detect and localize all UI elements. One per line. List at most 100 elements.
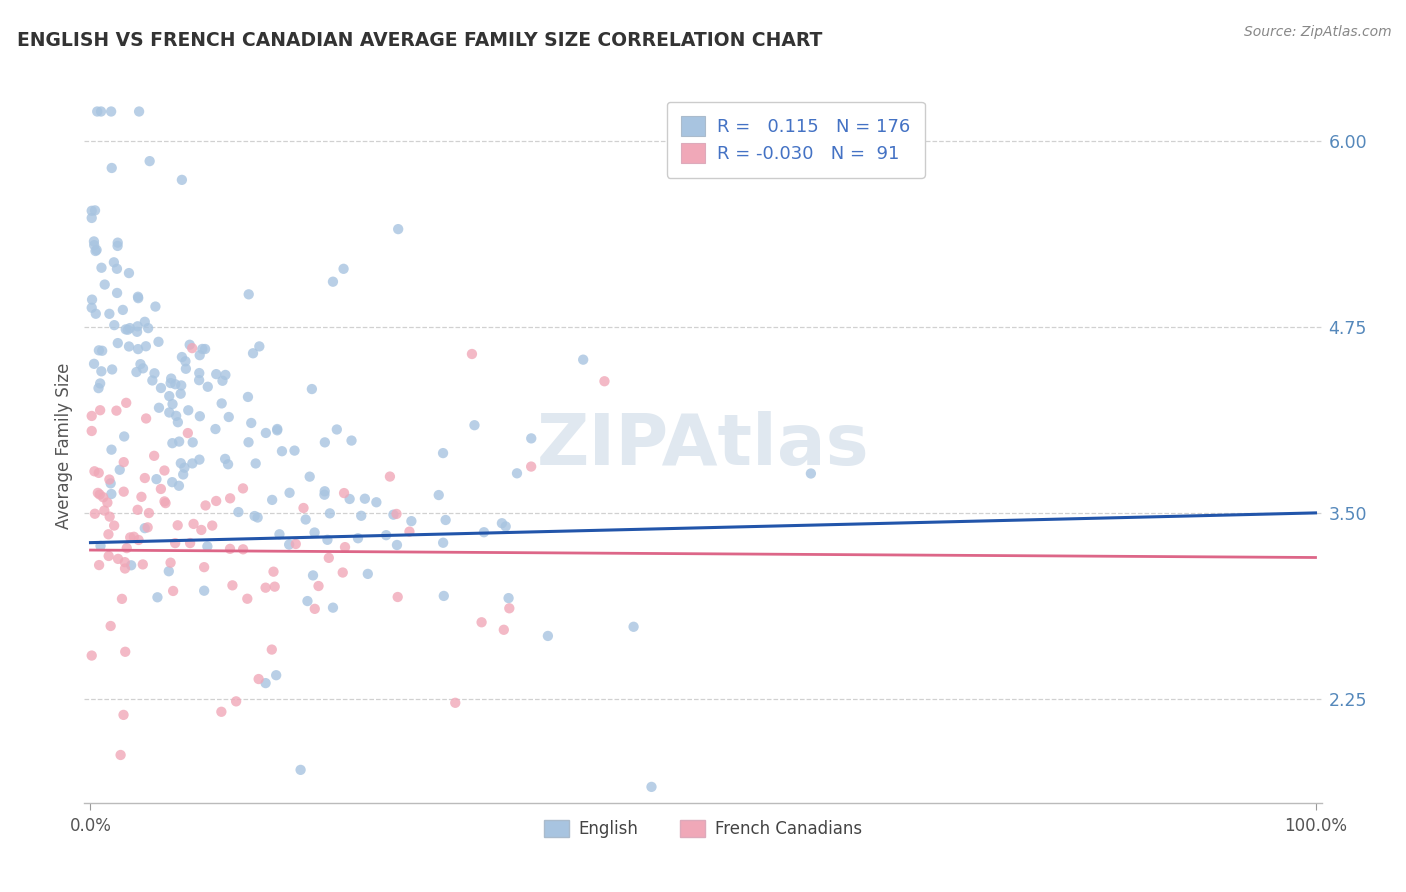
Point bbox=[332, 566, 354, 580]
Point bbox=[262, 492, 284, 507]
Point bbox=[278, 485, 301, 500]
Point bbox=[174, 354, 197, 368]
Point bbox=[214, 451, 236, 466]
Point bbox=[114, 645, 136, 659]
Point bbox=[190, 523, 212, 537]
Point bbox=[148, 401, 170, 415]
Point bbox=[103, 255, 125, 269]
Point bbox=[135, 411, 157, 425]
Point bbox=[506, 467, 529, 481]
Point bbox=[80, 424, 103, 438]
Point bbox=[80, 301, 103, 315]
Point bbox=[98, 307, 121, 321]
Point bbox=[181, 341, 204, 355]
Point bbox=[170, 386, 193, 401]
Point bbox=[115, 541, 138, 555]
Point bbox=[86, 104, 108, 119]
Point bbox=[246, 510, 269, 524]
Point bbox=[194, 342, 217, 356]
Point bbox=[120, 558, 142, 573]
Point bbox=[183, 516, 205, 531]
Point bbox=[264, 668, 287, 682]
Point bbox=[107, 552, 129, 566]
Point bbox=[127, 290, 149, 304]
Point bbox=[378, 469, 401, 483]
Point bbox=[114, 561, 136, 575]
Point bbox=[498, 591, 520, 606]
Point bbox=[100, 161, 122, 175]
Point bbox=[84, 203, 107, 218]
Point bbox=[278, 538, 301, 552]
Point bbox=[100, 476, 122, 491]
Point bbox=[314, 435, 336, 450]
Point bbox=[86, 243, 108, 257]
Point bbox=[90, 260, 112, 275]
Point bbox=[145, 472, 167, 486]
Point bbox=[138, 506, 160, 520]
Point bbox=[236, 390, 259, 404]
Point bbox=[167, 415, 190, 429]
Point bbox=[263, 565, 285, 579]
Point bbox=[159, 556, 181, 570]
Point bbox=[498, 601, 520, 615]
Point bbox=[219, 491, 242, 506]
Point bbox=[461, 347, 484, 361]
Point bbox=[193, 583, 215, 598]
Point bbox=[283, 443, 305, 458]
Point bbox=[80, 293, 103, 307]
Point bbox=[87, 558, 110, 572]
Point bbox=[271, 444, 294, 458]
Point bbox=[125, 365, 148, 379]
Point bbox=[432, 446, 454, 460]
Point bbox=[387, 222, 409, 236]
Point bbox=[122, 530, 145, 544]
Legend: English, French Canadians: English, French Canadians bbox=[537, 813, 869, 845]
Point bbox=[98, 473, 121, 487]
Point bbox=[166, 518, 188, 533]
Point bbox=[165, 377, 187, 392]
Point bbox=[204, 422, 226, 436]
Point bbox=[141, 374, 163, 388]
Point bbox=[292, 501, 315, 516]
Point bbox=[640, 780, 662, 794]
Point bbox=[217, 457, 239, 471]
Point bbox=[132, 361, 155, 376]
Point bbox=[114, 322, 136, 336]
Point bbox=[520, 459, 543, 474]
Point bbox=[96, 495, 118, 509]
Point bbox=[177, 403, 200, 417]
Point bbox=[357, 566, 380, 581]
Point bbox=[297, 594, 319, 608]
Point bbox=[623, 620, 645, 634]
Point bbox=[491, 516, 513, 531]
Point bbox=[128, 533, 150, 547]
Point bbox=[314, 484, 336, 499]
Point bbox=[173, 460, 195, 475]
Point bbox=[108, 463, 131, 477]
Point bbox=[326, 422, 349, 436]
Point bbox=[83, 357, 105, 371]
Point bbox=[221, 578, 243, 592]
Point bbox=[232, 482, 254, 496]
Point bbox=[80, 211, 103, 225]
Point bbox=[146, 591, 169, 605]
Point bbox=[495, 519, 517, 533]
Point bbox=[87, 343, 110, 358]
Point bbox=[322, 275, 344, 289]
Point bbox=[247, 672, 270, 686]
Point bbox=[179, 536, 201, 550]
Point bbox=[167, 434, 190, 449]
Point bbox=[238, 287, 260, 301]
Point bbox=[127, 291, 149, 305]
Point bbox=[593, 374, 616, 388]
Point bbox=[195, 540, 218, 554]
Point bbox=[157, 564, 180, 578]
Point bbox=[84, 244, 107, 258]
Point bbox=[366, 495, 388, 509]
Point bbox=[103, 318, 125, 333]
Point bbox=[89, 487, 111, 501]
Point bbox=[162, 397, 184, 411]
Point bbox=[131, 490, 153, 504]
Point bbox=[153, 463, 176, 477]
Point bbox=[254, 676, 277, 690]
